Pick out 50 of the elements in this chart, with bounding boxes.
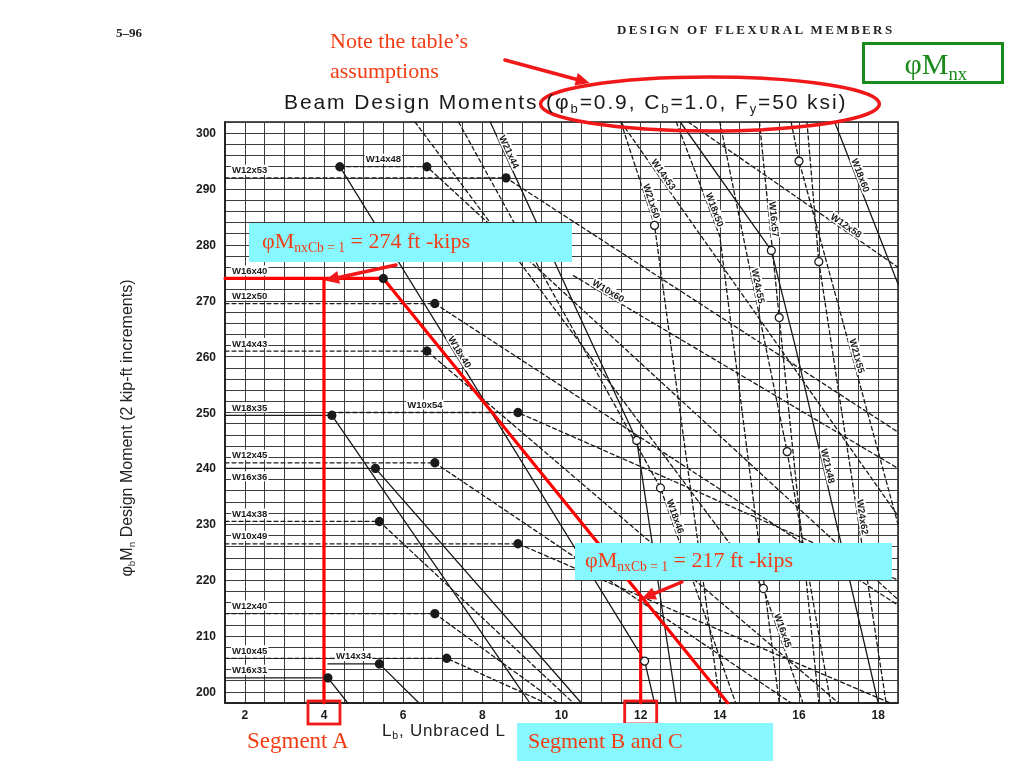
series-label: W14x34 <box>335 650 373 662</box>
text-frame: φM$_{nx}$ <box>862 42 1004 84</box>
callout-box: Segment B and C <box>517 723 773 761</box>
y-tick-label: 220 <box>195 573 217 588</box>
y-tick-label: 290 <box>195 182 217 197</box>
x-tick-label: 18 <box>871 708 886 722</box>
series-label: W12x53 <box>232 164 268 176</box>
series-label: W10x54 <box>407 399 444 410</box>
x-tick-label: 14 <box>713 708 727 722</box>
x-tick-label: 4 <box>320 708 328 722</box>
series-label: W14x48 <box>365 153 402 165</box>
y-tick-label: 230 <box>195 517 217 532</box>
series-label: W18x35 <box>232 401 269 413</box>
y-tick-label: 270 <box>195 293 217 308</box>
x-tick-label: 16 <box>792 708 807 722</box>
y-tick-label: 260 <box>195 349 217 364</box>
series-label: W12x40 <box>232 600 268 612</box>
y-tick-label: 280 <box>195 237 217 252</box>
series-label: W16x40 <box>232 264 268 276</box>
x-tick-label: 2 <box>241 708 249 722</box>
text: 5–96 <box>116 25 142 41</box>
chart-title: Beam Design Moments (φ$_{b}$=0.9, C$_{b}$=1.0, F$_{y}$=50 ksi) <box>284 90 848 116</box>
text: W21x55 <box>847 337 868 376</box>
series-label: W14x43 <box>232 337 268 349</box>
text: DESIGN OF FLEXURAL MEMBERS <box>617 22 895 38</box>
text: W24x62 <box>854 498 871 536</box>
callout-box: φM$_{nxCb = 1}$ = 217 ft -kips <box>575 543 892 580</box>
callout-box: φM$_{nxCb = 1}$ = 274 ft -kips <box>249 223 572 262</box>
x-tick-label: 10 <box>554 708 569 722</box>
y-tick-label: 240 <box>195 461 217 476</box>
text: W16x57 <box>767 201 782 238</box>
x-tick-label: 8 <box>478 708 486 722</box>
series-label: W16x31 <box>232 664 269 676</box>
series-label: W12x45 <box>232 449 269 461</box>
series-label: W10x49 <box>232 530 268 542</box>
y-tick-label: 200 <box>195 684 217 699</box>
text: Note the table’s assumptions <box>330 27 470 85</box>
text: Segment A <box>247 728 349 754</box>
text: W21x48 <box>818 447 838 485</box>
y-tick-label: 250 <box>195 405 217 420</box>
x-tick-label: 6 <box>399 708 407 722</box>
y-tick-label: 300 <box>195 126 217 141</box>
series-label: W16x36 <box>232 470 268 482</box>
text: W24x55 <box>749 267 768 305</box>
series-label: W14x38 <box>232 507 268 519</box>
series-label: W10x45 <box>232 644 269 656</box>
x-tick-label: 12 <box>634 708 648 722</box>
y-tick-label: 210 <box>195 628 217 643</box>
series-label: W12x50 <box>232 290 268 302</box>
x-axis-title: L$_{b}$, Unbraced L <box>382 721 506 742</box>
